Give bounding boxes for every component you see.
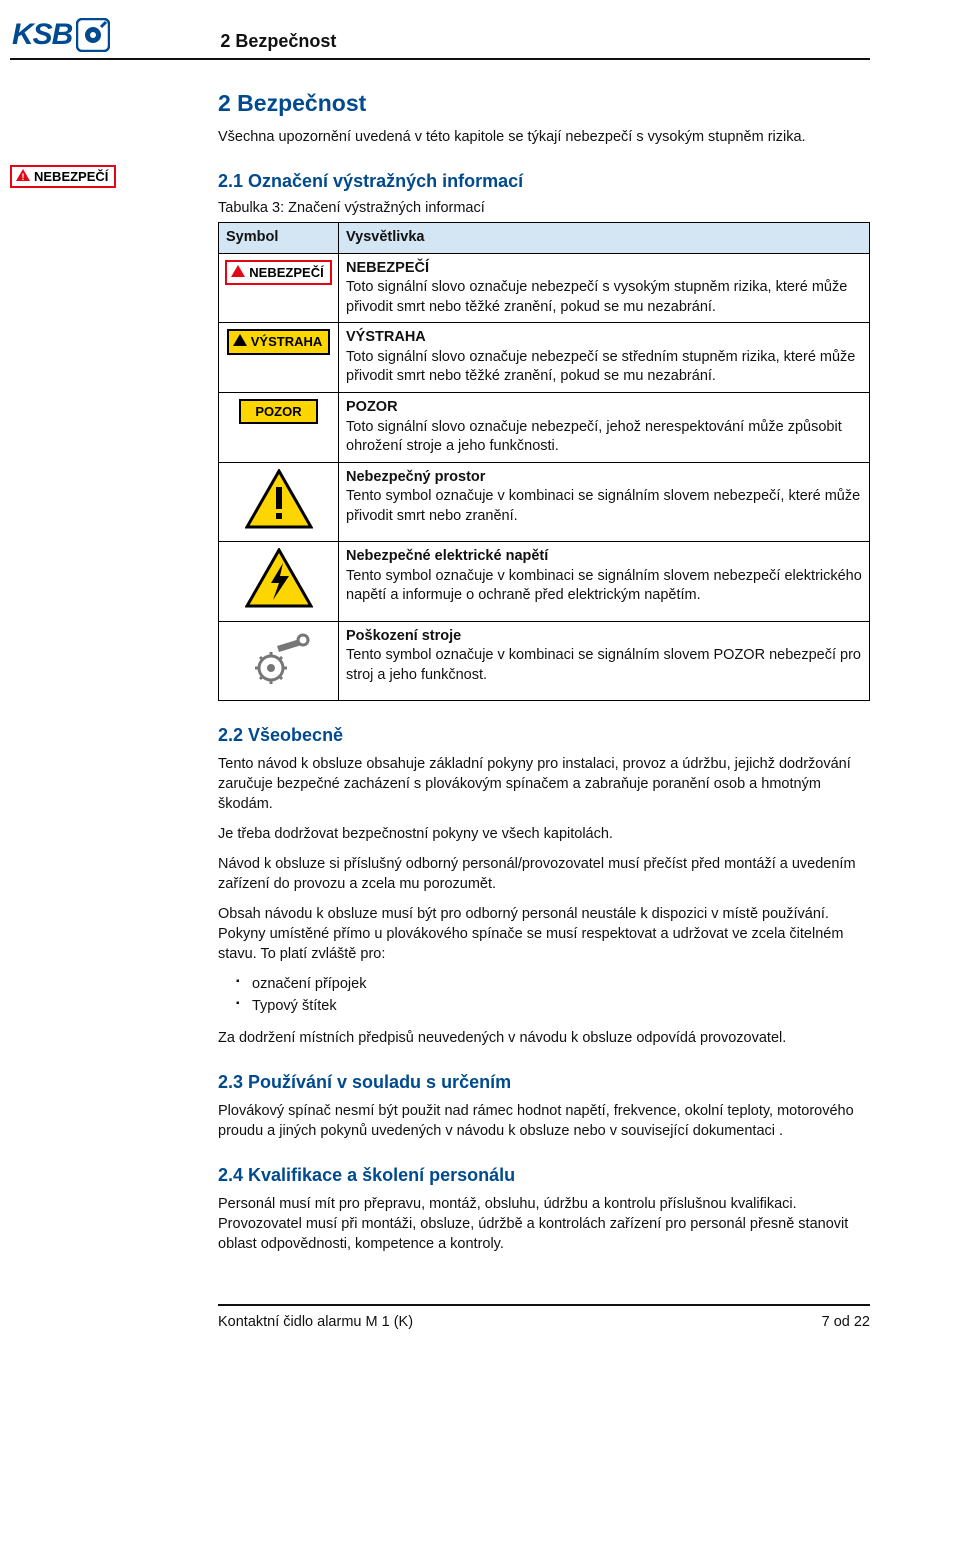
table-caption: Tabulka 3: Značení výstražných informací — [218, 200, 870, 216]
symbol-cell: VÝSTRAHA — [219, 323, 339, 393]
description-cell: Nebezpečné elektrické napětíTento symbol… — [339, 542, 870, 622]
table-row: Nebezpečné elektrické napětíTento symbol… — [219, 542, 870, 622]
desc-text: Tento symbol označuje v kombinaci se sig… — [346, 646, 862, 685]
table-row: VÝSTRAHAVÝSTRAHAToto signální slovo ozna… — [219, 323, 870, 393]
desc-text: Toto signální slovo označuje nebezpečí, … — [346, 418, 862, 457]
svg-text:!: ! — [22, 172, 25, 181]
warning-triangle-icon — [231, 264, 245, 282]
desc-title: NEBEZPEČÍ — [346, 259, 862, 279]
p-2-2-1: Tento návod k obsluze obsahuje základní … — [218, 754, 870, 814]
symbol-cell — [219, 621, 339, 701]
footer: Kontaktní čidlo alarmu M 1 (K) 7 od 22 — [218, 1304, 870, 1330]
p-2-2-5: Za dodržení místních předpisů neuvedenýc… — [218, 1028, 870, 1048]
table-row: NEBEZPEČÍNEBEZPEČÍToto signální slovo oz… — [219, 253, 870, 323]
symbol-cell — [219, 462, 339, 542]
th-symbol: Symbol — [219, 223, 339, 254]
desc-text: Toto signální slovo označuje nebezpečí s… — [346, 278, 862, 317]
desc-title: VÝSTRAHA — [346, 328, 862, 348]
th-desc: Vysvětlivka — [339, 223, 870, 254]
chapter-heading: 2 Bezpečnost — [220, 31, 336, 52]
brand-logo: KSB — [12, 18, 110, 52]
desc-title: Poškození stroje — [346, 627, 862, 647]
footer-right: 7 od 22 — [822, 1314, 870, 1330]
symbol-cell: POZOR — [219, 392, 339, 462]
warning-triangle-icon: ! — [16, 169, 30, 184]
warning-badge: VÝSTRAHA — [227, 329, 331, 355]
warning-triangle-icon — [233, 333, 247, 351]
list-item: Typový štítek — [236, 996, 870, 1018]
table-row: Nebezpečný prostorTento symbol označuje … — [219, 462, 870, 542]
section-heading: 2 Bezpečnost — [218, 90, 870, 117]
subsection-2-2-heading: 2.2 Všeobecně — [218, 725, 870, 746]
logo-text: KSB — [12, 18, 72, 52]
section-intro: Všechna upozornění uvedená v této kapito… — [218, 127, 870, 147]
header: KSB 2 Bezpečnost — [10, 0, 870, 60]
subsection-2-3-heading: 2.3 Používání v souladu s určením — [218, 1072, 870, 1093]
logo-mark-icon — [76, 18, 110, 52]
table-row: Poškození strojeTento symbol označuje v … — [219, 621, 870, 701]
subsection-2-1-heading: 2.1 Označení výstražných informací — [218, 171, 870, 192]
triangle-bolt-icon — [245, 596, 313, 612]
table-row: POZORPOZORToto signální slovo označuje n… — [219, 392, 870, 462]
p-2-2-4: Obsah návodu k obsluze musí být pro odbo… — [218, 904, 870, 964]
danger-badge: NEBEZPEČÍ — [225, 260, 331, 286]
badge-label: VÝSTRAHA — [251, 333, 323, 351]
symbol-cell: NEBEZPEČÍ — [219, 253, 339, 323]
desc-text: Tento symbol označuje v kombinaci se sig… — [346, 487, 862, 526]
description-cell: Nebezpečný prostorTento symbol označuje … — [339, 462, 870, 542]
triangle-exclaim-icon — [245, 517, 313, 533]
description-cell: POZORToto signální slovo označuje nebezp… — [339, 392, 870, 462]
p-2-4-1: Personál musí mít pro přepravu, montáž, … — [218, 1194, 870, 1254]
footer-left: Kontaktní čidlo alarmu M 1 (K) — [218, 1314, 413, 1330]
warning-table: Symbol Vysvětlivka NEBEZPEČÍNEBEZPEČÍTot… — [218, 222, 870, 701]
bullet-list: označení přípojek Typový štítek — [236, 974, 870, 1018]
margin-danger-badge: ! NEBEZPEČÍ — [10, 165, 116, 188]
desc-title: POZOR — [346, 398, 862, 418]
description-cell: VÝSTRAHAToto signální slovo označuje neb… — [339, 323, 870, 393]
desc-text: Tento symbol označuje v kombinaci se sig… — [346, 567, 862, 606]
p-2-2-3: Návod k obsluze si příslušný odborný per… — [218, 854, 870, 894]
badge-label: NEBEZPEČÍ — [249, 264, 323, 282]
badge-label: POZOR — [255, 403, 301, 421]
symbol-cell — [219, 542, 339, 622]
list-item: označení přípojek — [236, 974, 870, 996]
description-cell: NEBEZPEČÍToto signální slovo označuje ne… — [339, 253, 870, 323]
desc-title: Nebezpečné elektrické napětí — [346, 547, 862, 567]
gear-wrench-icon — [245, 676, 313, 692]
caution-badge: POZOR — [239, 399, 317, 425]
desc-title: Nebezpečný prostor — [346, 468, 862, 488]
description-cell: Poškození strojeTento symbol označuje v … — [339, 621, 870, 701]
desc-text: Toto signální slovo označuje nebezpečí s… — [346, 348, 862, 387]
badge-label: NEBEZPEČÍ — [34, 169, 108, 184]
subsection-2-4-heading: 2.4 Kvalifikace a školení personálu — [218, 1165, 870, 1186]
p-2-3-1: Plovákový spínač nesmí být použit nad rá… — [218, 1101, 870, 1141]
p-2-2-2: Je třeba dodržovat bezpečnostní pokyny v… — [218, 824, 870, 844]
